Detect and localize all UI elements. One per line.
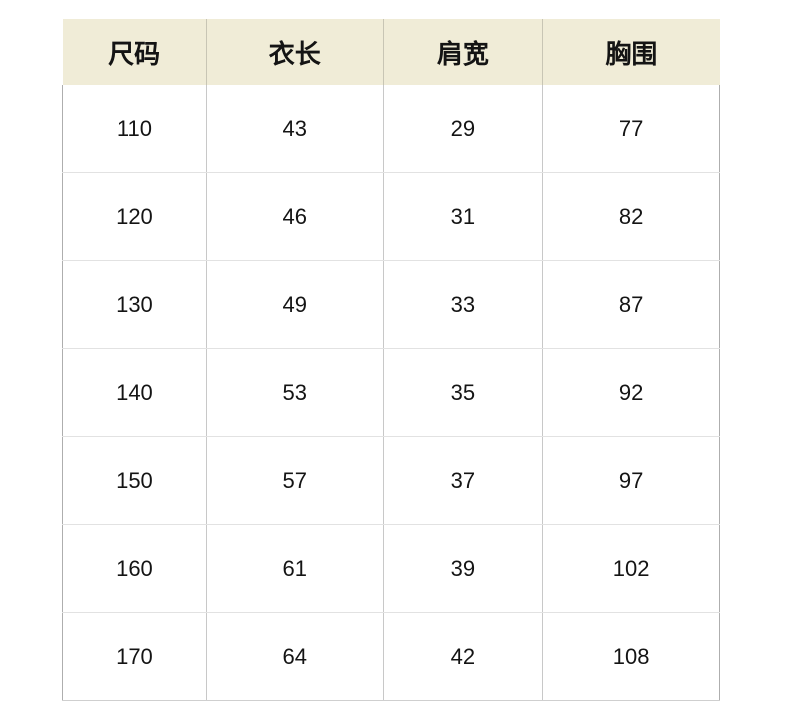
- table-cell: 108: [542, 612, 720, 701]
- table-header: 尺码 衣长 肩宽 胸围: [62, 19, 720, 85]
- table-cell: 46: [206, 172, 384, 261]
- table-cell: 170: [62, 612, 207, 701]
- table-row: 150 57 37 97: [62, 436, 720, 525]
- table-cell: 53: [206, 348, 384, 437]
- table-row: 170 64 42 108: [62, 612, 720, 701]
- table-row: 130 49 33 87: [62, 260, 720, 349]
- table-cell: 43: [206, 85, 384, 173]
- table-cell: 120: [62, 172, 207, 261]
- table-cell: 39: [383, 524, 544, 613]
- table-cell: 64: [206, 612, 384, 701]
- table-cell: 61: [206, 524, 384, 613]
- header-row: 尺码 衣长 肩宽 胸围: [62, 19, 720, 85]
- table-cell: 77: [542, 85, 720, 173]
- table-cell: 31: [383, 172, 544, 261]
- table-cell: 92: [542, 348, 720, 437]
- column-header: 衣长: [205, 19, 384, 85]
- table-cell: 140: [62, 348, 207, 437]
- table-cell: 49: [206, 260, 384, 349]
- table-cell: 37: [383, 436, 544, 525]
- table-cell: 42: [383, 612, 544, 701]
- table-cell: 102: [542, 524, 720, 613]
- size-chart-table: 尺码 衣长 肩宽 胸围 110 43 29 77 120 46 31 82 130 49 33 87 140 5…: [62, 19, 720, 701]
- table-cell: 150: [62, 436, 207, 525]
- table-row: 110 43 29 77: [62, 85, 720, 173]
- table-cell: 110: [62, 85, 207, 173]
- column-header: 肩宽: [382, 19, 543, 85]
- table-cell: 97: [542, 436, 720, 525]
- table-cell: 82: [542, 172, 720, 261]
- table-cell: 33: [383, 260, 544, 349]
- table-cell: 35: [383, 348, 544, 437]
- table-row: 120 46 31 82: [62, 172, 720, 261]
- table-cell: 57: [206, 436, 384, 525]
- column-header: 尺码: [62, 19, 207, 85]
- table-cell: 130: [62, 260, 207, 349]
- table-cell: 160: [62, 524, 207, 613]
- table-row: 140 53 35 92: [62, 348, 720, 437]
- table-cell: 29: [383, 85, 544, 173]
- table-cell: 87: [542, 260, 720, 349]
- table-row: 160 61 39 102: [62, 524, 720, 613]
- table-body: 110 43 29 77 120 46 31 82 130 49 33 87 140 53 35 92 150 5…: [62, 85, 720, 701]
- column-header: 胸围: [542, 19, 720, 85]
